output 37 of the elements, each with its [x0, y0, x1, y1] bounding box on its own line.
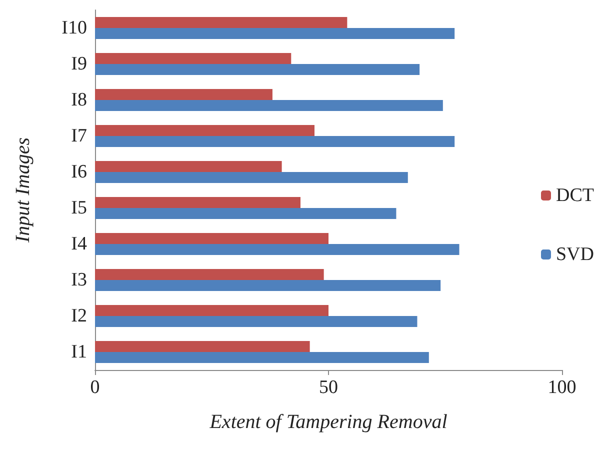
bar [95, 352, 429, 363]
y-tick-label: I3 [71, 270, 87, 290]
bar [95, 280, 441, 291]
y-tick-label: I2 [71, 306, 87, 326]
x-tick-label: 100 [548, 377, 576, 398]
bar [95, 161, 282, 172]
x-tick-label: 0 [90, 377, 100, 398]
bar [95, 244, 460, 255]
x-tick-label: 50 [319, 377, 338, 398]
bar [95, 89, 272, 100]
y-tick-label: I9 [71, 54, 87, 74]
bar [95, 305, 328, 316]
bar [95, 136, 455, 147]
y-tick-label: I7 [71, 126, 87, 146]
y-tick-label: I10 [62, 18, 87, 38]
bar [95, 197, 300, 208]
bar [95, 28, 455, 39]
y-tick-label: I5 [71, 198, 87, 218]
y-tick-label: I8 [71, 90, 87, 110]
y-tick-label: I6 [71, 162, 87, 182]
bar [95, 316, 418, 327]
bar [95, 17, 348, 28]
bar [95, 100, 443, 111]
bar [95, 172, 408, 183]
bar [95, 53, 292, 64]
y-tick-label: I1 [71, 342, 87, 362]
bar [95, 341, 310, 352]
y-axis-title: Input Images [12, 137, 34, 244]
bar [95, 269, 324, 280]
y-tick-label: I4 [71, 234, 88, 254]
bar [95, 208, 396, 219]
bar [95, 233, 328, 244]
bar [95, 64, 420, 75]
legend-label: DCT [556, 185, 594, 206]
x-axis-title: Extent of Tampering Removal [208, 411, 448, 433]
legend-label: SVD [556, 244, 594, 265]
bar [95, 125, 314, 136]
